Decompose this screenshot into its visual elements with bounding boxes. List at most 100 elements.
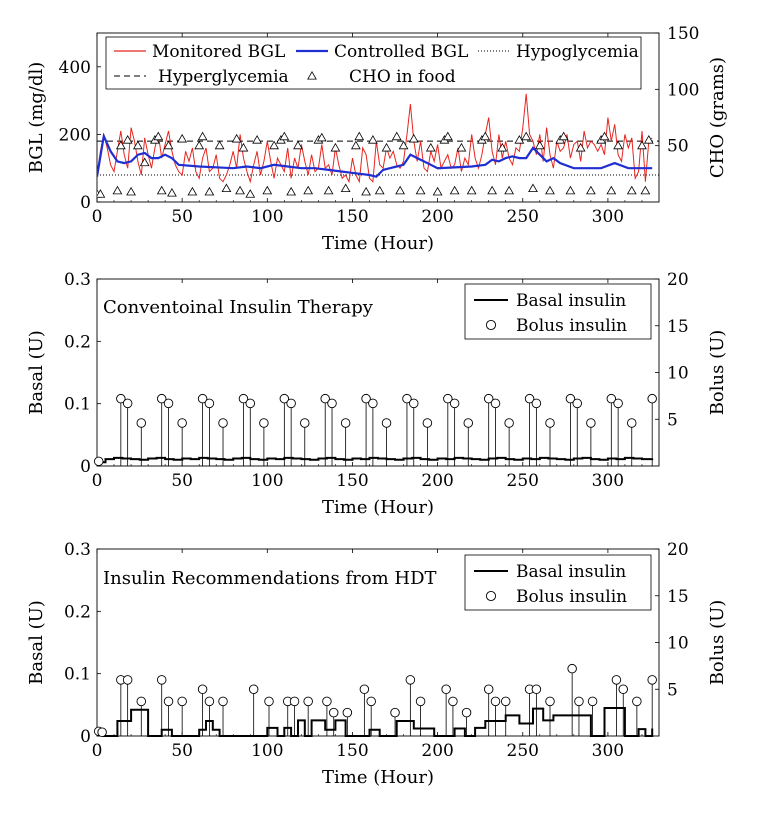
x-tick-label: 50 — [171, 207, 193, 227]
cho-marker — [262, 185, 273, 195]
x-tick-label: 200 — [421, 471, 453, 491]
x-axis-label: Time (Hour) — [322, 767, 434, 788]
cho-marker — [115, 140, 126, 150]
bolus-marker — [122, 398, 133, 409]
legend-box — [464, 283, 652, 340]
x-tick-label: 100 — [251, 471, 283, 491]
cho-marker — [442, 131, 453, 141]
cho-marker — [391, 131, 402, 141]
cho-marker — [381, 142, 392, 152]
cho-marker — [187, 186, 198, 196]
y2-axis-label: CHO (grams) — [707, 57, 728, 178]
bolus-marker — [136, 418, 147, 428]
panel-annotation: Insulin Recommendations from HDT — [103, 568, 437, 589]
x-tick-label: 250 — [507, 207, 539, 227]
cho-marker — [606, 185, 617, 195]
cho-marker — [286, 186, 297, 196]
cho-marker — [456, 142, 467, 152]
legend-swatch-cho — [307, 70, 317, 80]
basal-insulin-line — [97, 456, 654, 464]
bolus-marker — [264, 696, 274, 707]
cho-marker — [368, 135, 378, 144]
x-tick-label: 300 — [592, 741, 624, 761]
bolus-marker — [422, 418, 433, 428]
bolus-marker — [359, 684, 370, 695]
bolus-marker — [415, 696, 426, 707]
cho-marker — [303, 185, 314, 195]
bolus-marker — [441, 684, 451, 695]
cho-marker — [408, 133, 419, 143]
cho-marker — [139, 157, 150, 167]
bolus-marker — [300, 418, 310, 428]
x-tick-label: 150 — [336, 471, 368, 491]
bolus-marker — [218, 696, 228, 707]
bolus-marker — [632, 696, 642, 707]
x-tick-label: 200 — [421, 207, 453, 227]
bolus-marker — [405, 675, 416, 685]
cho-marker — [245, 189, 256, 198]
bolus-marker — [163, 696, 174, 707]
cho-marker — [122, 135, 133, 144]
cho-marker — [214, 140, 225, 150]
x-axis-label: Time (Hour) — [322, 497, 434, 518]
x-tick-label: 150 — [336, 741, 368, 761]
bolus-marker — [204, 696, 215, 707]
x-tick-label: 0 — [92, 207, 103, 227]
bolus-marker — [163, 398, 174, 409]
bolus-marker — [122, 675, 133, 685]
y-tick-label: 0.3 — [64, 540, 91, 560]
legend-label-basal: Basal insulin — [516, 291, 626, 311]
legend-label-bolus: Bolus insulin — [516, 316, 627, 336]
y-tick-label: 0 — [80, 193, 91, 213]
y2-tick-label: 5 — [667, 410, 678, 430]
conventional-insulin-chart: 0 50 100 150 200 250 300 0 0.1 0.2 0.3 5 10 15 20 Time … — [26, 270, 728, 518]
bgl-chart: 0 50 100 150 200 250 300 0 200 400 50 100 150 Time (H… — [26, 24, 728, 254]
hdt-insulin-chart: 0 50 100 150 200 250 300 0 0.1 0.2 0.3 5 10 15 20 Time … — [26, 540, 728, 788]
panel-annotation: Conventoinal Insulin Therapy — [103, 297, 374, 318]
bolus-marker — [627, 418, 637, 428]
cho-marker — [231, 133, 242, 143]
cho-marker — [132, 140, 143, 150]
bolus-marker — [116, 393, 126, 404]
cho-marker — [585, 185, 596, 195]
cho-marker — [374, 185, 385, 195]
cho-marker — [487, 185, 497, 195]
x-tick-label: 0 — [92, 471, 103, 491]
bolus-marker — [565, 393, 576, 404]
cho-marker — [466, 185, 477, 195]
x-axis-label: Time (Hour) — [322, 233, 434, 254]
bolus-marker — [586, 418, 596, 428]
bolus-marker — [531, 398, 542, 409]
bolus-marker — [245, 398, 256, 409]
y-tick-label: 0 — [80, 727, 91, 747]
bolus-marker — [156, 393, 167, 404]
cho-marker — [204, 186, 215, 196]
cho-marker — [643, 135, 654, 144]
cho-marker — [480, 131, 491, 141]
cho-marker — [528, 183, 538, 193]
cho-marker — [626, 185, 637, 195]
plot-frame — [96, 32, 660, 203]
bolus-marker — [402, 393, 412, 404]
bolus-marker — [320, 393, 330, 404]
legend-label-controlled: Controlled BGL — [334, 42, 468, 62]
cho-marker — [415, 185, 426, 195]
bolus-marker — [613, 398, 623, 409]
y-tick-label: 0.1 — [64, 395, 91, 415]
y-tick-label: 0.1 — [64, 665, 91, 685]
y-axis-label: Basal (U) — [26, 600, 47, 685]
bolus-marker — [156, 675, 167, 685]
bolus-marker — [531, 684, 542, 695]
bolus-marker — [618, 684, 628, 695]
y2-tick-label: 15 — [667, 317, 689, 337]
bolus-marker — [327, 398, 337, 409]
cho-marker — [163, 140, 174, 150]
cho-marker — [640, 185, 651, 195]
bolus-marker — [177, 418, 187, 428]
bolus-marker — [322, 696, 332, 707]
bolus-marker — [238, 393, 249, 404]
legend-swatch-bolus — [485, 590, 497, 602]
x-tick-label: 150 — [336, 207, 368, 227]
legend: Monitored BGL Controlled BGL Hypoglycemia H… — [105, 36, 642, 90]
